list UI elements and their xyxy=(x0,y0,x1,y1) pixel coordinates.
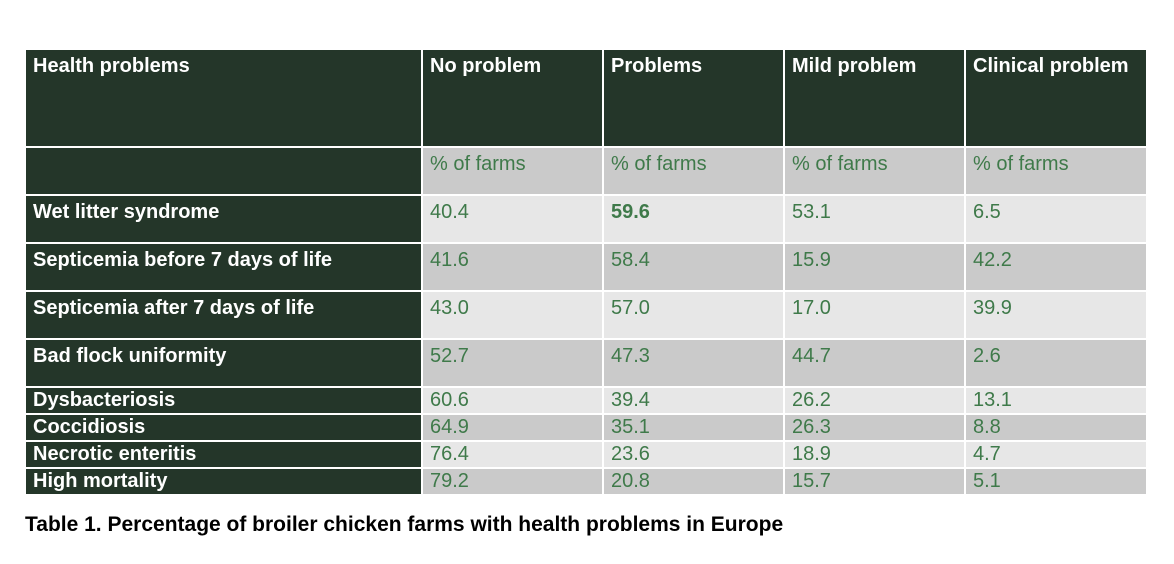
table-row: Septicemia after 7 days of life 43.0 57.… xyxy=(24,290,1148,340)
header-cell-problems: Problems xyxy=(602,48,785,148)
subheader-cell-empty xyxy=(24,146,423,196)
cell-clinical-problem: 42.2 xyxy=(964,242,1148,292)
cell-no-problem: 43.0 xyxy=(421,290,604,340)
cell-problems: 35.1 xyxy=(602,413,785,442)
table-row: Wet litter syndrome 40.4 59.6 53.1 6.5 xyxy=(24,194,1148,244)
row-label: Septicemia after 7 days of life xyxy=(24,290,423,340)
cell-no-problem: 40.4 xyxy=(421,194,604,244)
table-row: Necrotic enteritis 76.4 23.6 18.9 4.7 xyxy=(24,440,1148,469)
header-cell-mild-problem: Mild problem xyxy=(783,48,966,148)
cell-problems: 58.4 xyxy=(602,242,785,292)
subheader-cell-unit: % of farms xyxy=(602,146,785,196)
table-row: Dysbacteriosis 60.6 39.4 26.2 13.1 xyxy=(24,386,1148,415)
cell-clinical-problem: 4.7 xyxy=(964,440,1148,469)
cell-clinical-problem: 13.1 xyxy=(964,386,1148,415)
table-row: High mortality 79.2 20.8 15.7 5.1 xyxy=(24,467,1148,496)
cell-mild-problem: 26.2 xyxy=(783,386,966,415)
cell-mild-problem: 26.3 xyxy=(783,413,966,442)
cell-clinical-problem: 5.1 xyxy=(964,467,1148,496)
cell-problems: 57.0 xyxy=(602,290,785,340)
row-label: High mortality xyxy=(24,467,423,496)
row-label: Septicemia before 7 days of life xyxy=(24,242,423,292)
cell-clinical-problem: 8.8 xyxy=(964,413,1148,442)
row-label: Dysbacteriosis xyxy=(24,386,423,415)
subheader-cell-unit: % of farms xyxy=(421,146,604,196)
cell-no-problem: 64.9 xyxy=(421,413,604,442)
row-label: Bad flock uniformity xyxy=(24,338,423,388)
table-caption: Table 1. Percentage of broiler chicken f… xyxy=(25,513,784,536)
cell-problems-highlight: 59.6 xyxy=(602,194,785,244)
cell-mild-problem: 18.9 xyxy=(783,440,966,469)
header-row: Health problems No problem Problems Mild… xyxy=(24,48,1148,148)
cell-clinical-problem: 6.5 xyxy=(964,194,1148,244)
cell-no-problem: 41.6 xyxy=(421,242,604,292)
cell-mild-problem: 15.7 xyxy=(783,467,966,496)
subheader-row: % of farms % of farms % of farms % of fa… xyxy=(24,146,1148,196)
cell-problems: 47.3 xyxy=(602,338,785,388)
subheader-cell-unit: % of farms xyxy=(964,146,1148,196)
row-label: Wet litter syndrome xyxy=(24,194,423,244)
table-row: Septicemia before 7 days of life 41.6 58… xyxy=(24,242,1148,292)
cell-problems: 20.8 xyxy=(602,467,785,496)
subheader-cell-unit: % of farms xyxy=(783,146,966,196)
cell-problems: 23.6 xyxy=(602,440,785,469)
health-problems-table: Health problems No problem Problems Mild… xyxy=(24,48,1148,496)
header-cell-health-problems: Health problems xyxy=(24,48,423,148)
cell-problems: 39.4 xyxy=(602,386,785,415)
cell-clinical-problem: 39.9 xyxy=(964,290,1148,340)
header-cell-no-problem: No problem xyxy=(421,48,604,148)
header-cell-clinical-problem: Clinical problem xyxy=(964,48,1148,148)
cell-no-problem: 76.4 xyxy=(421,440,604,469)
table-row: Bad flock uniformity 52.7 47.3 44.7 2.6 xyxy=(24,338,1148,388)
cell-no-problem: 52.7 xyxy=(421,338,604,388)
cell-clinical-problem: 2.6 xyxy=(964,338,1148,388)
cell-no-problem: 79.2 xyxy=(421,467,604,496)
cell-mild-problem: 15.9 xyxy=(783,242,966,292)
cell-no-problem: 60.6 xyxy=(421,386,604,415)
cell-mild-problem: 17.0 xyxy=(783,290,966,340)
cell-mild-problem: 53.1 xyxy=(783,194,966,244)
table-row: Coccidiosis 64.9 35.1 26.3 8.8 xyxy=(24,413,1148,442)
row-label: Coccidiosis xyxy=(24,413,423,442)
row-label: Necrotic enteritis xyxy=(24,440,423,469)
cell-mild-problem: 44.7 xyxy=(783,338,966,388)
